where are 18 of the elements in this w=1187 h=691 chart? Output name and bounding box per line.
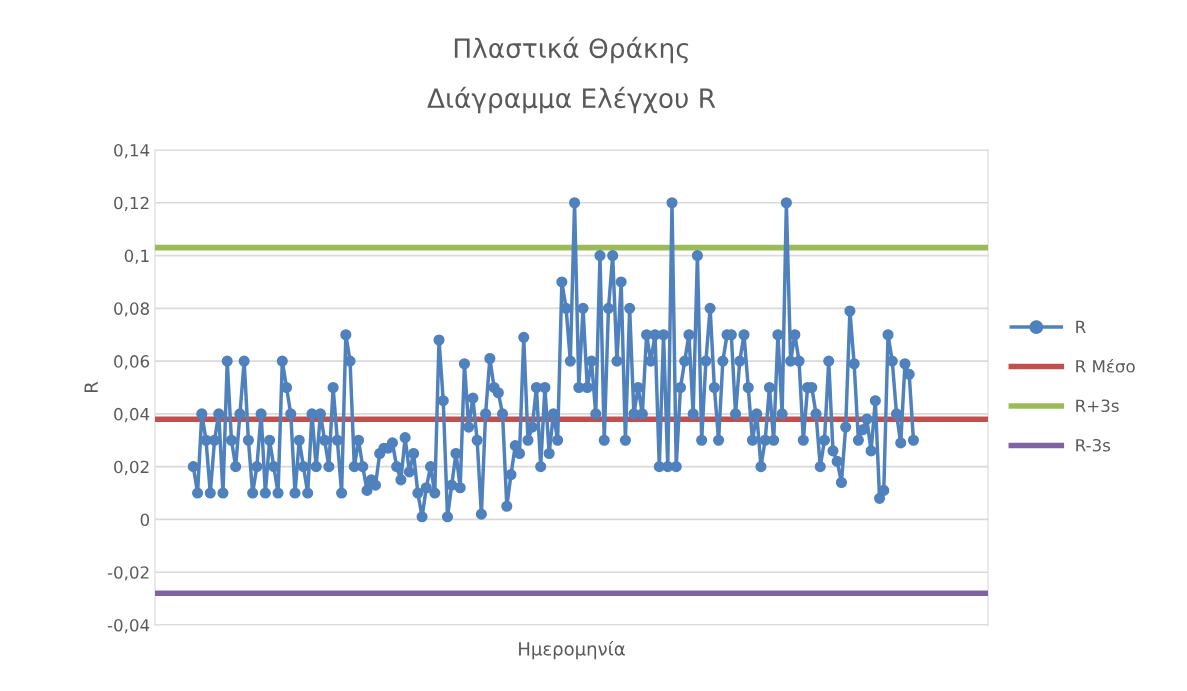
y-tick-label: 0,12 xyxy=(114,196,149,212)
y-tick-label: -0,04 xyxy=(107,618,150,634)
legend-label: R Μέσο xyxy=(1076,359,1135,373)
chart-subtitle: Διάγραμμα Ελέγχου R xyxy=(427,86,716,114)
y-tick-label: 0,14 xyxy=(114,143,150,159)
legend-label: R xyxy=(1076,320,1086,333)
y-tick-label: 0 xyxy=(140,513,150,527)
y-tick-label: -0,02 xyxy=(107,566,149,581)
y-tick-label: 0,02 xyxy=(114,460,149,475)
y-tick-label: 0,06 xyxy=(114,355,150,370)
y-tick-label: 0,08 xyxy=(114,302,149,317)
y-tick-label: 0,04 xyxy=(114,407,150,423)
y-axis-title: R xyxy=(84,381,98,392)
legend-label: R+3s xyxy=(1076,399,1119,413)
y-tick-label: 0,1 xyxy=(124,249,149,264)
x-axis-title: Ημερομηνία xyxy=(519,640,625,660)
legend-label: R-3s xyxy=(1076,438,1111,452)
chart-title: Πλαστικά Θράκης xyxy=(454,36,689,64)
